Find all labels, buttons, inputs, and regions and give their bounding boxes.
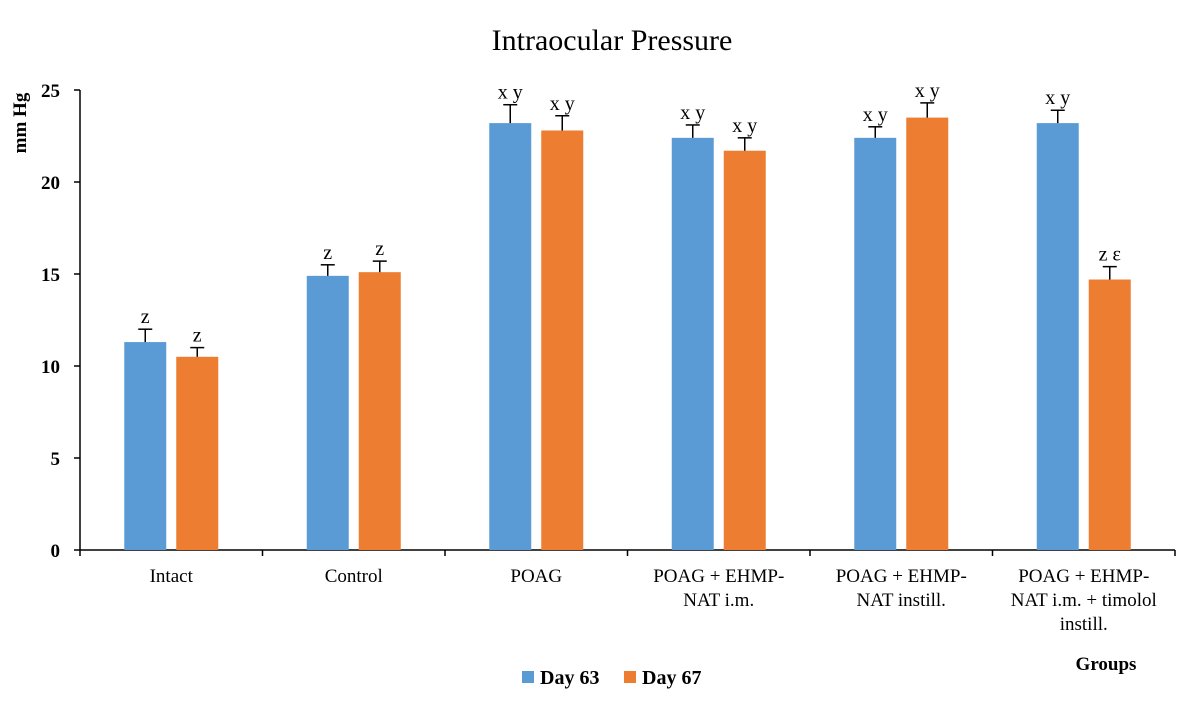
bar xyxy=(489,123,532,551)
bar xyxy=(358,272,401,550)
significance-label: z xyxy=(141,306,150,328)
significance-label: x y xyxy=(498,82,523,104)
legend-swatch xyxy=(522,671,534,683)
chart-title: Intraocular Pressure xyxy=(492,24,733,57)
legend-label: Day 63 xyxy=(540,667,599,689)
significance-label: x y xyxy=(863,104,888,126)
x-tick-label: POAG + EHMP- xyxy=(1018,566,1149,587)
x-tick-label: NAT i.m. xyxy=(683,590,754,611)
bar xyxy=(854,137,897,550)
bar xyxy=(306,275,349,550)
significance-label: x y xyxy=(1045,87,1070,109)
significance-label: x y xyxy=(550,93,575,115)
y-tick-label: 20 xyxy=(41,173,60,194)
y-tick-label: 0 xyxy=(51,541,61,562)
x-tick-label: POAG + EHMP- xyxy=(653,566,784,587)
x-tick-label: NAT i.m. + timolol xyxy=(1011,590,1157,611)
legend-swatch xyxy=(624,671,636,683)
bar xyxy=(906,117,949,550)
x-tick-label: POAG xyxy=(510,566,562,587)
y-tick-label: 15 xyxy=(41,265,60,286)
significance-label: z ε xyxy=(1099,244,1121,266)
legend-label: Day 67 xyxy=(642,667,701,689)
bar xyxy=(541,130,584,551)
significance-label: x y xyxy=(680,102,705,124)
bar xyxy=(723,150,766,550)
x-tick-label: POAG + EHMP- xyxy=(836,566,967,587)
x-tick-label: instill. xyxy=(1060,614,1108,635)
x-tick-label: Intact xyxy=(150,566,194,587)
y-axis-label: mm Hg xyxy=(10,92,31,153)
significance-label: x y xyxy=(732,115,757,137)
bar xyxy=(176,356,219,550)
y-tick-label: 10 xyxy=(41,357,60,378)
bar xyxy=(1088,279,1131,550)
bar xyxy=(671,137,714,550)
significance-label: z xyxy=(193,325,202,347)
y-tick-label: 25 xyxy=(41,81,60,102)
x-axis-label: Groups xyxy=(1076,654,1137,675)
y-tick-label: 5 xyxy=(51,449,61,470)
significance-label: z xyxy=(323,242,332,264)
significance-label: x y xyxy=(915,80,940,102)
x-tick-label: NAT instill. xyxy=(857,590,946,611)
x-tick-label: Control xyxy=(325,566,383,587)
bar xyxy=(124,342,167,550)
bar xyxy=(1036,123,1079,551)
significance-label: z xyxy=(375,238,384,260)
